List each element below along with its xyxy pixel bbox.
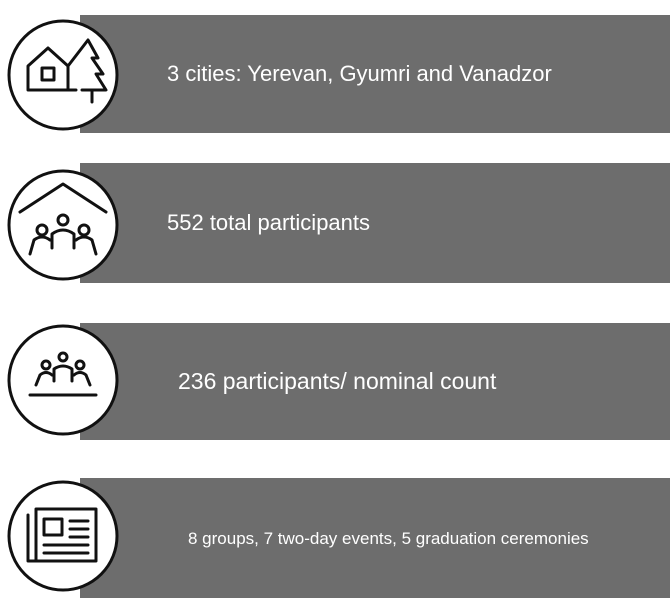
info-bar: 236 participants/ nominal count — [80, 323, 670, 440]
newspaper-icon — [7, 480, 119, 592]
group-icon — [7, 324, 119, 436]
info-bar: 3 cities: Yerevan, Gyumri and Vanadzor — [80, 15, 670, 133]
info-text: 3 cities: Yerevan, Gyumri and Vanadzor — [167, 61, 552, 86]
community-icon — [7, 169, 119, 281]
info-bar: 8 groups, 7 two-day events, 5 graduation… — [80, 478, 670, 598]
info-text: 552 total participants — [167, 210, 371, 235]
house-icon — [7, 19, 119, 131]
info-text: 236 participants/ nominal count — [178, 368, 497, 394]
info-text: 8 groups, 7 two-day events, 5 graduation… — [188, 528, 589, 548]
info-bar: 552 total participants — [80, 163, 670, 283]
